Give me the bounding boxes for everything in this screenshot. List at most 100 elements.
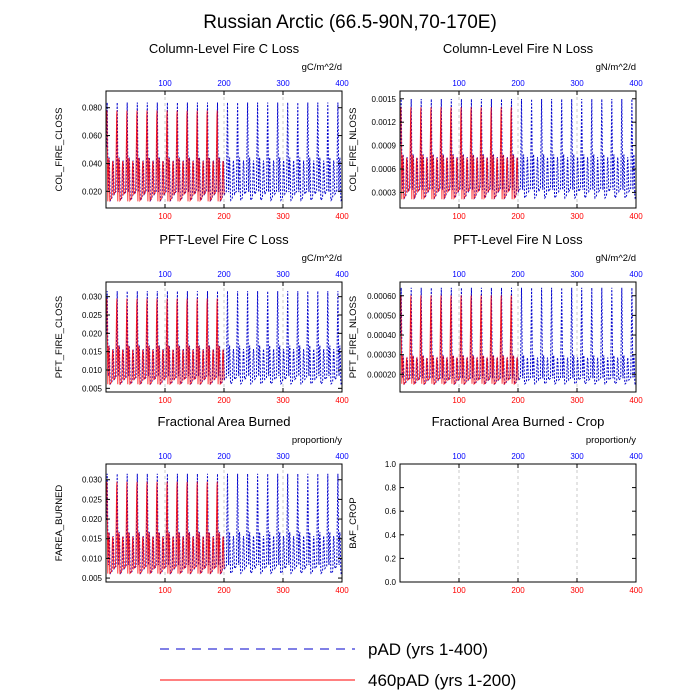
panel-title: Fractional Area Burned - Crop [432,414,605,429]
x-tick-label-top: 300 [276,79,290,88]
panel-title: Fractional Area Burned [158,414,291,429]
x-tick-label-top: 100 [158,452,172,461]
y-tick-label: 0.010 [82,554,103,563]
x-tick-label-top: 400 [335,270,349,279]
x-tick-label-bottom: 300 [570,212,584,221]
x-tick-label-top: 200 [511,79,525,88]
x-tick-label-top: 100 [452,270,466,279]
panel-units: proportion/y [586,435,636,446]
y-tick-label: 0.025 [82,311,103,320]
y-tick-label: 0.6 [385,507,397,516]
x-tick-label-bottom: 400 [335,586,349,595]
panel-units: gN/m^2/d [596,253,636,264]
y-tick-label: 0.00050 [367,311,396,320]
x-tick-label-bottom: 100 [158,396,172,405]
x-tick-label-top: 400 [629,452,643,461]
chart-panel-3: PFT-Level Fire C LossgC/m^2/d10010020020… [54,232,349,405]
x-tick-label-bottom: 200 [511,212,525,221]
y-axis-label: COL_FIRE_NLOSS [348,108,359,192]
x-tick-label-bottom: 400 [629,212,643,221]
legend-label-460pad: 460pAD (yrs 1-200) [368,671,516,690]
x-tick-label-top: 300 [570,452,584,461]
x-tick-label-bottom: 300 [276,396,290,405]
y-tick-label: 0.015 [82,535,103,544]
y-tick-label: 0.040 [82,159,103,168]
x-tick-label-bottom: 400 [335,212,349,221]
x-tick-label-bottom: 400 [335,396,349,405]
y-tick-label: 0.2 [385,554,397,563]
y-tick-label: 0.0012 [372,118,397,127]
y-tick-label: 0.005 [82,384,103,393]
panel-title: PFT-Level Fire N Loss [453,232,583,247]
x-tick-label-bottom: 200 [217,586,231,595]
legend: pAD (yrs 1-400) 460pAD (yrs 1-200) [160,640,516,690]
plot-frame [400,464,636,582]
panel-units: proportion/y [292,435,342,446]
panel-units: gC/m^2/d [302,253,342,264]
y-tick-label: 0.0003 [372,188,397,197]
x-tick-label-top: 200 [217,79,231,88]
x-tick-label-bottom: 100 [158,212,172,221]
panel-title: Column-Level Fire C Loss [149,41,300,56]
x-tick-label-top: 400 [335,452,349,461]
panel-units: gN/m^2/d [596,62,636,73]
x-tick-label-top: 100 [452,79,466,88]
y-tick-label: 1.0 [385,460,397,469]
y-tick-label: 0.4 [385,531,397,540]
y-axis-label: PFT_FIRE_CLOSS [54,296,65,378]
x-tick-label-top: 200 [217,270,231,279]
panel-title: PFT-Level Fire C Loss [159,232,289,247]
x-tick-label-bottom: 200 [511,396,525,405]
chart-panel-1: Column-Level Fire C LossgC/m^2/d 100 100 20… [54,41,349,221]
y-tick-label: 0.010 [82,366,103,375]
x-tick-label-top: 400 [629,79,643,88]
x-tick-label-top: 200 [511,452,525,461]
y-tick-label: 0.060 [82,132,103,141]
figure-title: Russian Arctic (66.5-90N,70-170E) [203,12,497,33]
x-tick-label-bottom: 300 [276,212,290,221]
y-axis-label: COL_FIRE_CLOSS [54,108,65,192]
y-tick-label: 0.00030 [367,351,396,360]
x-tick-label-bottom: 100 [158,586,172,595]
y-axis-label: PFT_FIRE_NLOSS [348,296,359,378]
chart-panel-2: Column-Level Fire N LossgN/m^2/d10010020… [348,41,643,221]
y-tick-label: 0.080 [82,104,103,113]
y-tick-label: 0.8 [385,484,397,493]
y-tick-label: 0.0015 [372,95,397,104]
x-tick-label-top: 400 [335,79,349,88]
x-tick-label-bottom: 100 [452,586,466,595]
y-tick-label: 0.020 [82,515,103,524]
legend-label-pad: pAD (yrs 1-400) [368,640,488,659]
x-tick-label-bottom: 100 [452,212,466,221]
y-axis-label: BAF_CROP [348,497,359,548]
x-tick-label-top: 100 [158,79,172,88]
chart-panel-4: PFT-Level Fire N LossgN/m^2/d10010020020… [348,232,643,405]
chart-panel-5: Fractional Area Burnedproportion/y 100 100… [54,414,349,595]
panels: Column-Level Fire C LossgC/m^2/d10010020… [54,41,643,595]
y-axis-label: FAREA_BURNED [54,485,65,562]
y-tick-label: 0.030 [82,476,103,485]
y-tick-label: 0.030 [82,293,103,302]
x-tick-label-bottom: 300 [570,396,584,405]
y-tick-label: 0.00040 [367,331,396,340]
y-tick-label: 0.020 [82,329,103,338]
x-tick-label-top: 400 [629,270,643,279]
y-tick-label: 0.015 [82,348,103,357]
x-tick-label-bottom: 200 [511,586,525,595]
x-tick-label-top: 200 [511,270,525,279]
panel-units: gC/m^2/d [302,62,342,73]
x-tick-label-top: 100 [452,452,466,461]
y-tick-label: 0.0006 [372,165,397,174]
y-tick-label: 0.025 [82,495,103,504]
x-tick-label-bottom: 200 [217,212,231,221]
y-tick-label: 0.00060 [367,292,396,301]
x-tick-label-top: 100 [158,270,172,279]
x-tick-label-top: 300 [570,270,584,279]
x-tick-label-bottom: 400 [629,586,643,595]
x-tick-label-top: 200 [217,452,231,461]
x-tick-label-top: 300 [570,79,584,88]
x-tick-label-top: 300 [276,452,290,461]
y-tick-label: 0.00020 [367,370,396,379]
y-tick-label: 0.0009 [372,142,397,151]
figure: Russian Arctic (66.5-90N,70-170E) Column… [0,0,700,700]
